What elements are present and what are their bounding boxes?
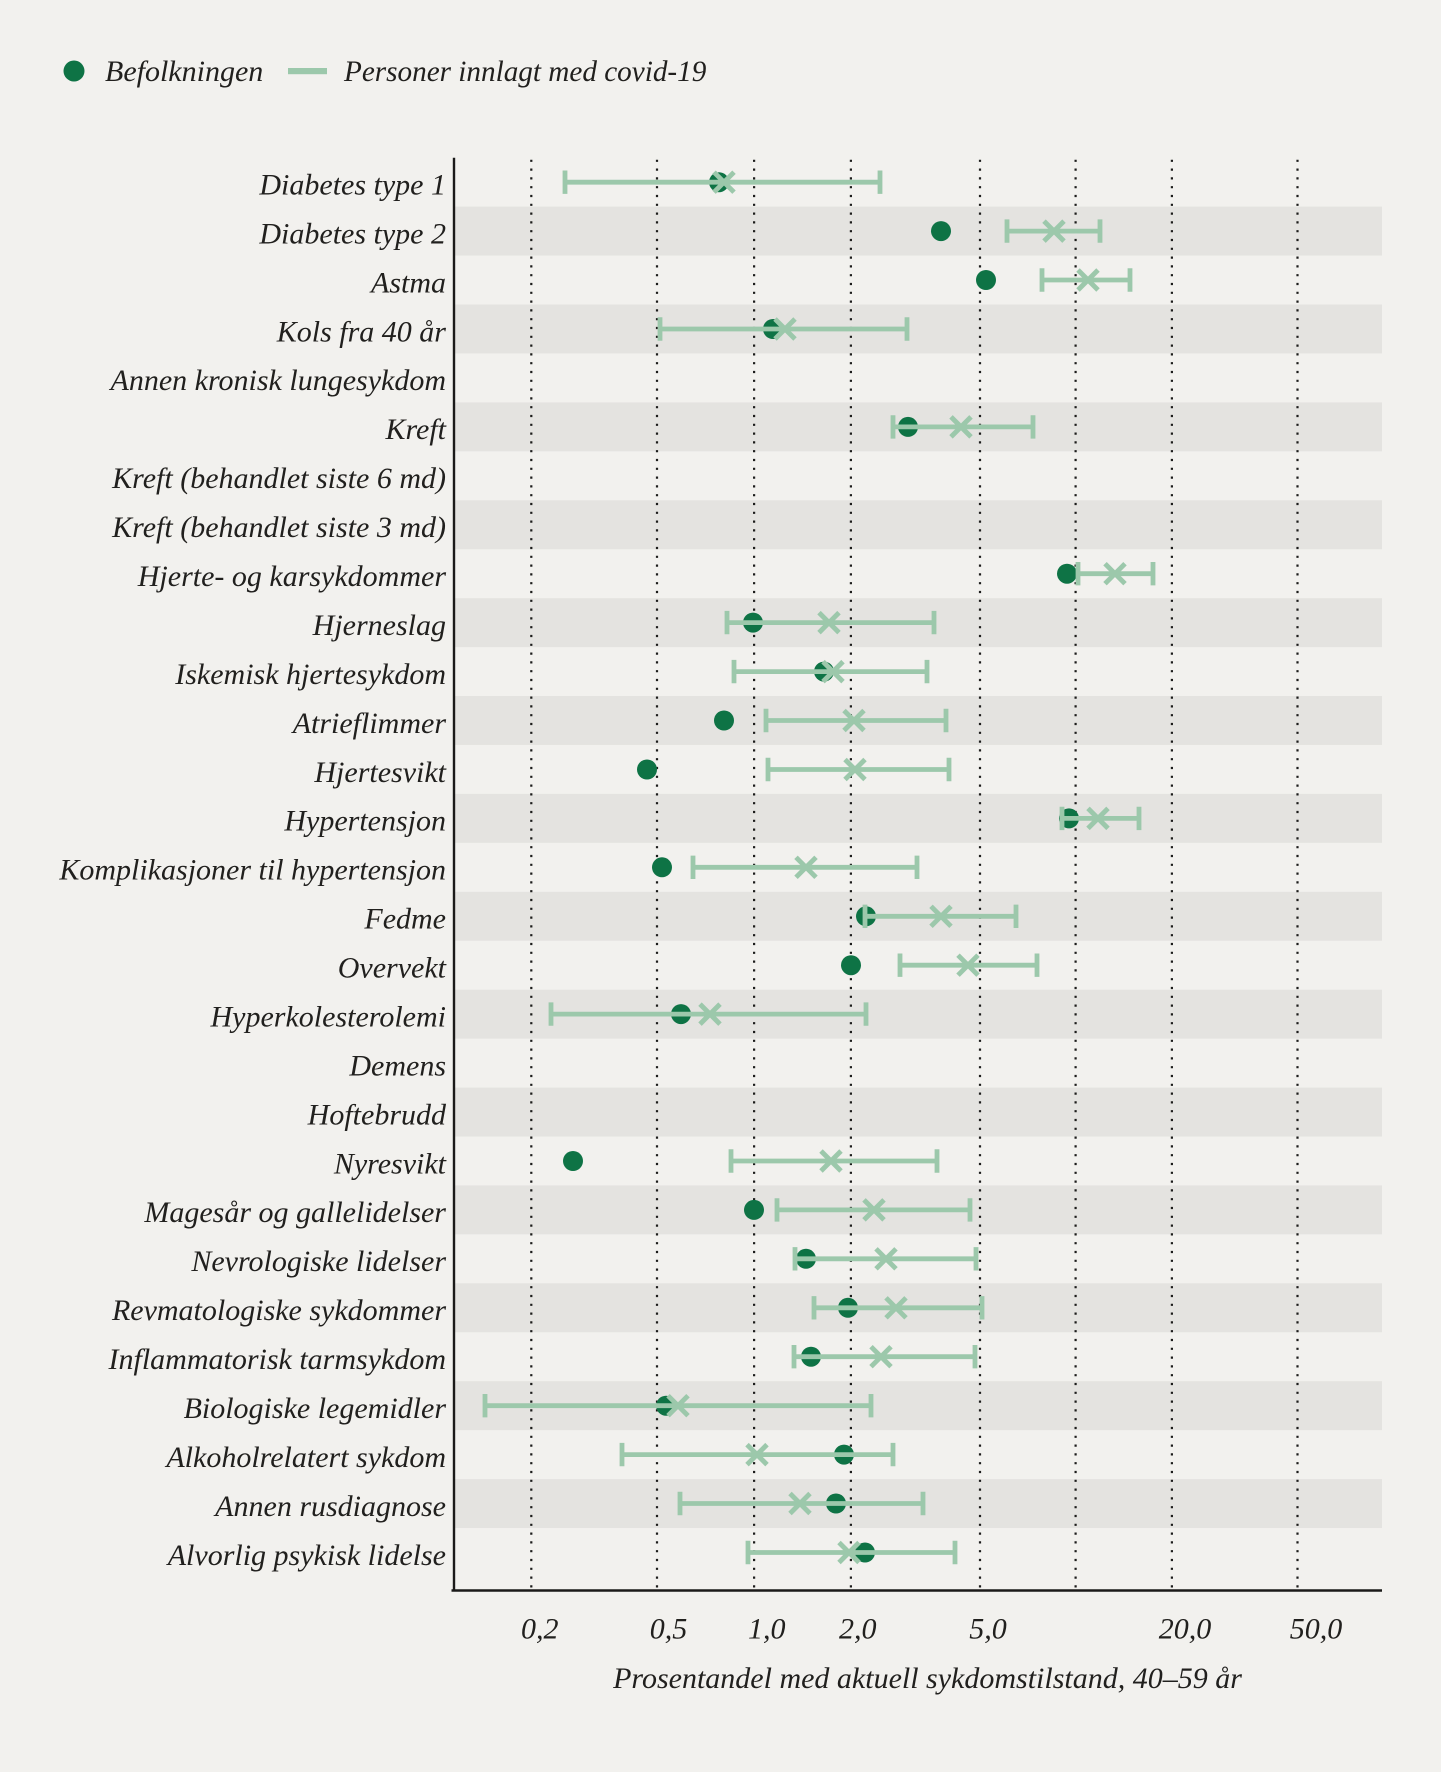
svg-text:Overvekt: Overvekt: [338, 952, 447, 985]
svg-text:50,0: 50,0: [1290, 1613, 1343, 1646]
svg-text:20,0: 20,0: [1159, 1613, 1212, 1646]
svg-text:Komplikasjoner til hypertensjo: Komplikasjoner til hypertensjon: [58, 854, 446, 887]
svg-text:Hoftebrudd: Hoftebrudd: [307, 1098, 447, 1131]
svg-text:Personer innlagt med covid-19: Personer innlagt med covid-19: [343, 56, 707, 88]
svg-text:Hypertensjon: Hypertensjon: [283, 805, 446, 838]
svg-text:2,0: 2,0: [839, 1613, 877, 1646]
svg-text:Atrieflimmer: Atrieflimmer: [291, 707, 447, 740]
svg-text:Biologiske legemidler: Biologiske legemidler: [184, 1392, 447, 1425]
svg-text:Befolkningen: Befolkningen: [105, 55, 263, 88]
svg-text:Hjertesvikt: Hjertesvikt: [313, 756, 446, 789]
svg-text:Prosentandel med aktuell sykdo: Prosentandel med aktuell sykdomstilstand…: [612, 1662, 1242, 1695]
svg-text:Fedme: Fedme: [363, 903, 446, 936]
svg-text:Kreft (behandlet siste 6 md): Kreft (behandlet siste 6 md): [111, 462, 446, 495]
svg-text:Astma: Astma: [369, 266, 446, 299]
svg-text:Diabetes type 2: Diabetes type 2: [258, 217, 446, 250]
svg-text:Alkoholrelatert sykdom: Alkoholrelatert sykdom: [164, 1441, 446, 1474]
svg-text:0,2: 0,2: [521, 1613, 559, 1646]
svg-text:Hjerneslag: Hjerneslag: [312, 609, 446, 642]
svg-text:Alvorlig psykisk lidelse: Alvorlig psykisk lidelse: [166, 1539, 446, 1572]
svg-text:Kreft (behandlet siste 3 md): Kreft (behandlet siste 3 md): [111, 511, 446, 544]
svg-text:Demens: Demens: [348, 1049, 446, 1082]
svg-text:Inflammatorisk tarmsykdom: Inflammatorisk tarmsykdom: [108, 1343, 446, 1376]
svg-text:Kols fra 40 år: Kols fra 40 år: [276, 315, 447, 348]
svg-text:Hyperkolesterolemi: Hyperkolesterolemi: [210, 1000, 446, 1033]
svg-text:Annen kronisk lungesykdom: Annen kronisk lungesykdom: [109, 364, 446, 397]
svg-text:Nevrologiske lidelser: Nevrologiske lidelser: [190, 1245, 446, 1278]
svg-text:5,0: 5,0: [969, 1613, 1007, 1646]
svg-text:Nyresvikt: Nyresvikt: [333, 1147, 447, 1180]
svg-text:Magesår og gallelidelser: Magesår og gallelidelser: [143, 1196, 446, 1229]
svg-text:Kreft: Kreft: [384, 413, 446, 446]
svg-text:Hjerte- og karsykdommer: Hjerte- og karsykdommer: [137, 560, 447, 593]
svg-text:Diabetes type 1: Diabetes type 1: [258, 169, 446, 202]
svg-text:Iskemisk hjertesykdom: Iskemisk hjertesykdom: [174, 658, 446, 691]
svg-text:Revmatologiske sykdommer: Revmatologiske sykdommer: [111, 1294, 446, 1327]
svg-text:Annen rusdiagnose: Annen rusdiagnose: [213, 1490, 446, 1523]
svg-text:0,5: 0,5: [650, 1613, 688, 1646]
svg-text:1,0: 1,0: [748, 1613, 786, 1646]
